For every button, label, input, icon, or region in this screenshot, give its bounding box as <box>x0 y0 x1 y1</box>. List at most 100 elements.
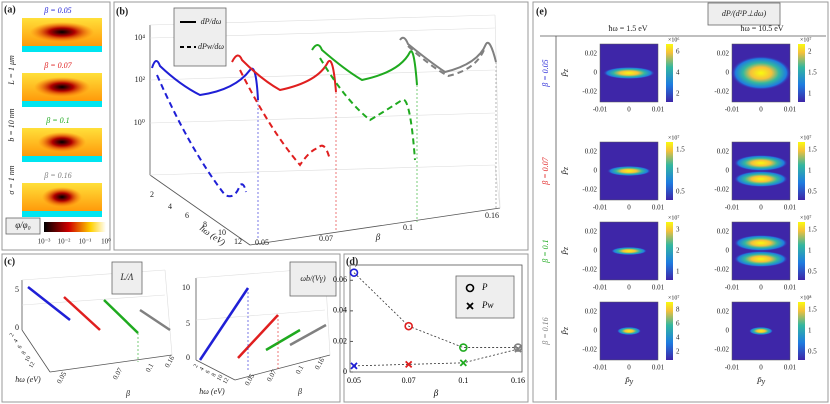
y-tick-label: 0.04 <box>333 306 347 315</box>
y-tick: 0.1 <box>294 364 306 376</box>
y-label: P̃z <box>561 68 570 78</box>
panel-c-frame <box>1 253 341 403</box>
panel-label: (d) <box>346 256 358 267</box>
y-tick: 0 <box>726 167 730 175</box>
y-tick: -0.02 <box>582 88 597 96</box>
colorbar-tick: 10⁻¹ <box>79 238 92 246</box>
x-tick: -0.01 <box>725 204 740 212</box>
z-tick: 10⁴ <box>134 33 145 42</box>
x-tick: 8 <box>203 220 207 229</box>
panel-label: (b) <box>116 6 128 17</box>
colorbar-tick: 2 <box>808 48 812 56</box>
legend-label: dP/dω <box>201 17 222 26</box>
param-label: b = 10 nm <box>7 108 16 141</box>
legend-label: dPw/dω <box>198 42 224 51</box>
y-label: β <box>297 387 302 396</box>
panel-b-plot <box>149 7 501 246</box>
colorbar-tick: 10⁻² <box>58 238 71 246</box>
y-tick: 0.07 <box>265 368 278 383</box>
y-tick: 0.05 <box>55 370 68 385</box>
legend-marker <box>465 283 475 293</box>
hot-spot <box>749 327 773 335</box>
x-tick-label: 0.07 <box>402 376 416 385</box>
y-tick: 0.07 <box>111 366 124 381</box>
y-tick: 0 <box>726 247 730 255</box>
x-tick: 8 <box>21 350 28 356</box>
y-tick-label: 0.06 <box>333 275 347 284</box>
x-tick-label: 0.05 <box>347 376 361 385</box>
x-tick: 0 <box>627 364 631 372</box>
colorbar-tick: 0.5 <box>808 348 817 356</box>
y-label: P̃z <box>561 246 570 256</box>
x-tick-label: 0.16 <box>511 376 525 385</box>
x-tick-label: 0.1 <box>458 376 468 385</box>
y-tick: 0.02 <box>717 50 730 58</box>
x-tick: 0 <box>627 204 631 212</box>
z-tick: 10⁰ <box>134 118 145 127</box>
legend-label: L/Λ <box>120 272 135 282</box>
z-tick: 10 <box>182 283 190 292</box>
y-tick: 0 <box>594 69 598 77</box>
x-label: ħω (eV) <box>198 223 227 248</box>
y-tick: -0.02 <box>714 186 729 194</box>
colorbar-tick: 1 <box>676 268 680 276</box>
y-tick: -0.02 <box>582 346 597 354</box>
y-tick: 0.1 <box>144 362 156 374</box>
x-tick: -0.01 <box>725 284 740 292</box>
colorbar-tick: 1.5 <box>808 226 817 234</box>
x-tick: 4 <box>199 366 206 372</box>
x-tick: 12 <box>234 237 242 246</box>
series-line <box>353 348 519 367</box>
colorbar-scale: ×10⁷ <box>800 135 811 141</box>
x-tick: 0 <box>759 204 763 212</box>
colorbar-tick: 10⁻³ <box>38 238 51 246</box>
x-label: β <box>433 388 439 398</box>
colorbar-tick: 1 <box>808 247 812 255</box>
hot-spot <box>617 327 641 335</box>
z-tick: 0 <box>15 323 19 332</box>
y-tick: -0.02 <box>582 186 597 194</box>
x-tick: 0.01 <box>652 106 665 114</box>
colorbar-tick: 2 <box>676 348 680 356</box>
x-tick: 4 <box>13 338 20 344</box>
colorbar-tick: 1.5 <box>808 146 817 154</box>
y-tick: 0.02 <box>585 50 598 58</box>
y-tick: 0.02 <box>585 228 598 236</box>
beam-strip <box>22 156 102 162</box>
y-tick: -0.02 <box>714 88 729 96</box>
colorbar-tick: 1 <box>808 327 812 335</box>
point <box>459 343 468 352</box>
y-tick: 0.02 <box>585 308 598 316</box>
x-tick: -0.01 <box>593 364 608 372</box>
y-tick: 0 <box>594 167 598 175</box>
hot-spot <box>611 247 647 255</box>
colorbar <box>44 222 106 232</box>
y-label: P̃z <box>561 326 570 336</box>
y-label: β <box>125 389 130 398</box>
field-core <box>30 22 94 42</box>
hot-spot <box>734 235 788 251</box>
x-tick: -0.01 <box>725 364 740 372</box>
y-tick: 0 <box>594 327 598 335</box>
column-header: ħω = 10.5 eV <box>740 24 783 33</box>
colorbar <box>666 222 673 280</box>
x-tick: 10 <box>216 374 224 382</box>
series-line <box>353 272 518 348</box>
colorbar-tick: 4 <box>676 69 680 77</box>
y-tick: 0 <box>726 327 730 335</box>
panel-label: (a) <box>4 4 16 15</box>
colorbar <box>666 44 673 102</box>
beam-strip <box>22 101 102 107</box>
x-label: ħω (eV) <box>15 375 41 384</box>
x-tick: 4 <box>168 202 172 211</box>
x-label: P̃y <box>756 377 766 386</box>
x-tick: 0 <box>627 106 631 114</box>
panel-label: (e) <box>536 6 547 17</box>
x-tick: -0.01 <box>593 284 608 292</box>
x-tick: 0.01 <box>784 106 797 114</box>
colorbar-tick: 3 <box>676 226 680 234</box>
y-tick: 0.02 <box>585 148 598 156</box>
colorbar-scale: ×10⁷ <box>800 215 811 221</box>
legend-label: Pw <box>481 300 494 310</box>
